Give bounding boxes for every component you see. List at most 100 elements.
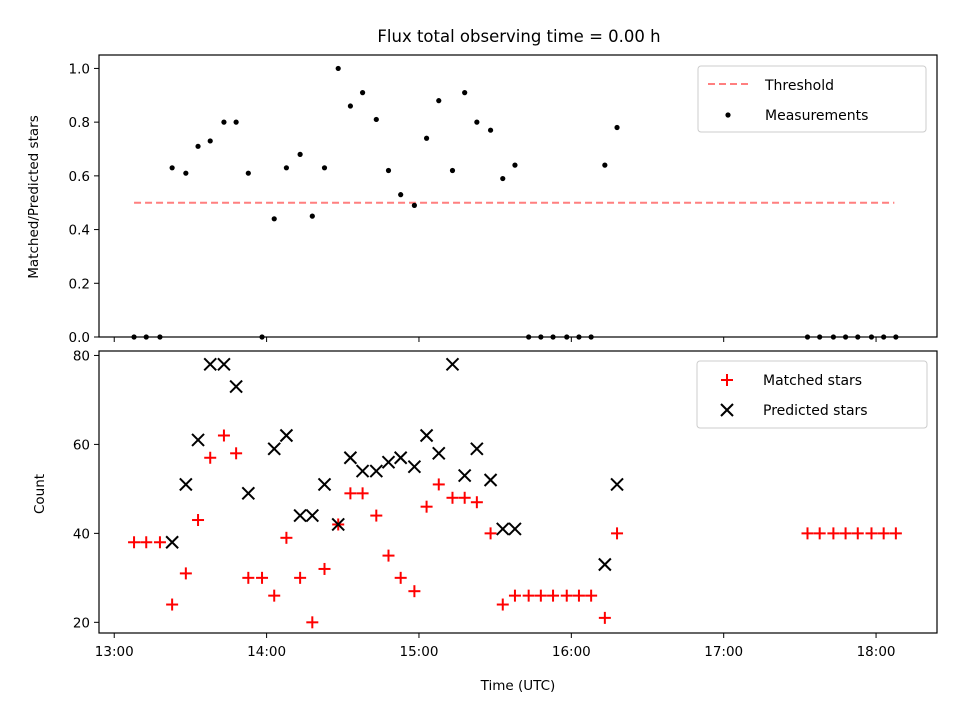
predicted-star-point [317,477,332,492]
measurement-point [283,165,290,171]
bottom-legend-box [696,360,928,429]
bottom-y-tick-label: 20 [73,615,90,631]
matched-star-point [813,527,826,540]
matched-star-point [865,527,878,540]
top-legend: Threshold Measurements [697,65,927,133]
bottom-y-tick-label: 40 [73,526,90,542]
legend-measurements-swatch [725,112,731,118]
bottom-axes-frame [98,350,938,634]
predicted-star-point [355,464,370,478]
top-y-tick-label: 1.0 [69,61,90,77]
matched-star-point [280,531,293,544]
matched-star-point [192,514,205,527]
predicted-star-point [331,517,345,532]
legend-matched-label: Matched stars [763,373,862,389]
x-tick-label: 17:00 [704,644,743,660]
matched-star-point [394,571,407,584]
bottom-y-tick-label: 80 [73,348,90,364]
top-y-tick-label: 0.8 [69,115,90,131]
predicted-star-point [293,508,307,523]
bottom-y-axis-label: Count [32,474,48,514]
matched-star-point [128,536,141,549]
measurement-point [321,165,328,171]
top-x-ticks [113,337,877,342]
predicted-star-point [165,535,179,549]
measurement-point [602,162,608,168]
measurement-point [398,192,404,198]
matched-star-point [801,527,814,540]
matched-star-point [204,451,217,464]
measurement-point [436,98,442,104]
measurement-point [169,165,175,171]
measurement-point [411,202,417,208]
legend-threshold-label: Threshold [764,78,834,94]
legend-matched-swatch [721,374,733,386]
matched-star-point [242,571,255,584]
bottom-y-ticks: 20 40 60 80 [73,348,99,631]
predicted-star-point [179,477,193,492]
matched-star-point [827,527,840,540]
predicted-star-point [229,379,243,394]
measurement-point [385,167,392,174]
top-y-axis-label: Matched/Predicted stars [26,115,42,278]
matched-star-point [318,562,331,575]
x-tick-label: 13:00 [95,644,134,660]
top-y-tick-label: 0.2 [69,276,90,292]
matched-star-point [611,527,624,540]
matched-star-point [408,585,421,598]
matched-star-point [356,487,369,500]
measurement-point [221,119,227,125]
predicted-star-point [369,464,384,478]
predicted-star-point [203,357,217,372]
matched-star-point [851,527,864,540]
matched-star-point [496,598,509,611]
matched-star-point [166,598,179,611]
x-tick-label: 15:00 [400,644,439,660]
x-axis-label: Time (UTC) [480,678,556,694]
matched-star-point [484,527,497,540]
matched-star-point [420,500,433,513]
predicted-star-point [457,468,472,483]
measurement-point [614,124,620,131]
measurement-point [207,138,213,144]
top-y-tick-label: 0.0 [69,330,90,346]
measurement-point [512,162,518,168]
predicted-star-point [191,433,205,447]
matched-star-point [598,611,611,624]
matched-star-point [534,589,547,602]
measurement-point [335,65,341,72]
x-tick-label: 14:00 [247,644,286,660]
predicted-star-point [305,508,320,523]
matched-star-point [446,491,459,504]
predicted-star-point [343,451,358,465]
matched-star-point [432,478,445,491]
measurement-point [195,143,201,149]
matched-star-point [344,487,357,500]
bottom-legend: Matched stars Predicted stars [696,360,928,429]
matched-star-point [217,429,230,442]
measurement-point [474,119,480,125]
predicted-star-point [445,357,460,372]
measurement-point [359,90,366,96]
matched-star-point [294,571,307,584]
predicted-star-point [241,486,256,501]
predicted-star-point [217,357,231,372]
matched-star-point [382,549,395,562]
predicted-star-point [393,451,408,465]
matched-star-point [560,589,573,602]
top-y-tick-label: 0.6 [69,169,90,185]
matched-star-point [370,509,383,522]
predicted-star-point [508,522,522,536]
predicted-star-point [496,522,510,536]
top-legend-box [697,65,927,133]
top-y-tick-label: 0.4 [69,223,90,239]
matched-star-point [585,589,598,602]
predicted-star-point [432,446,446,461]
measurement-point [373,116,379,123]
matched-star-point [179,567,192,580]
top-y-ticks: 0.0 0.2 0.4 0.6 0.8 1.0 [69,61,99,346]
measurement-point [233,119,239,125]
matched-star-point [256,571,269,584]
